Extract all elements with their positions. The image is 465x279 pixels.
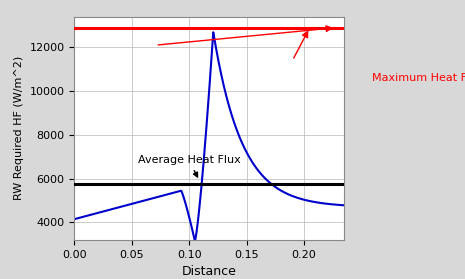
Text: Average Heat Flux: Average Heat Flux [138,155,240,177]
Y-axis label: RW Required HF (W/m^2): RW Required HF (W/m^2) [14,56,24,201]
Text: Maximum Heat Flux: Maximum Heat Flux [372,73,465,83]
X-axis label: Distance: Distance [182,265,237,278]
